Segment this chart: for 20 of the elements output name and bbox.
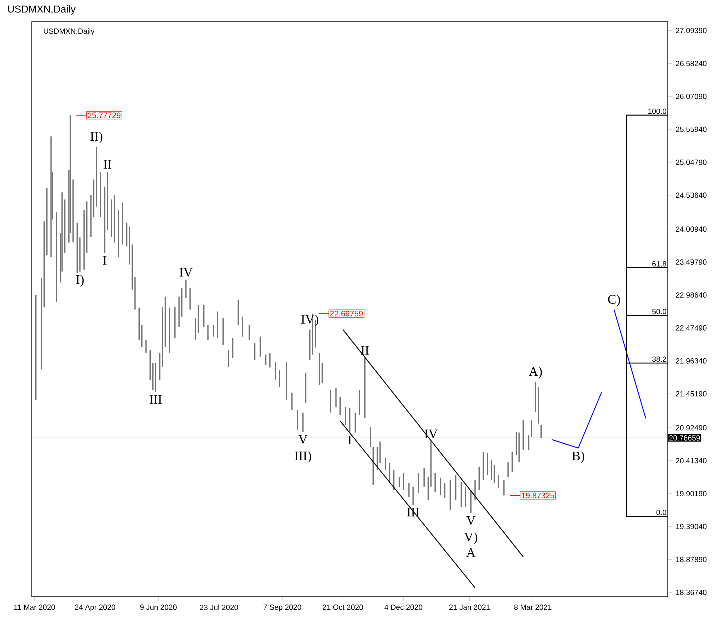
annotation: V) xyxy=(464,532,478,544)
annotation: I) xyxy=(76,275,84,287)
annotation: III xyxy=(150,395,162,404)
annotation: 25.77729 xyxy=(88,112,121,118)
annotation: II xyxy=(104,160,112,169)
annotation: 19.87325 xyxy=(522,492,554,499)
annotation: IV xyxy=(180,268,193,278)
annotation: C) xyxy=(608,294,620,307)
annotation: B) xyxy=(572,451,584,464)
annotation: A xyxy=(466,548,476,558)
annotation: V xyxy=(466,516,476,526)
annotation: I xyxy=(103,256,107,265)
annotation: 22.69759 xyxy=(330,311,364,317)
annotation: II xyxy=(361,346,370,355)
annotation: II) xyxy=(90,132,103,144)
chart-title: USDMXN,Daily xyxy=(8,6,76,15)
annotation: I xyxy=(348,436,352,445)
annotation: V xyxy=(298,435,308,444)
annotation: III) xyxy=(295,451,312,464)
annotation: A) xyxy=(529,366,542,379)
